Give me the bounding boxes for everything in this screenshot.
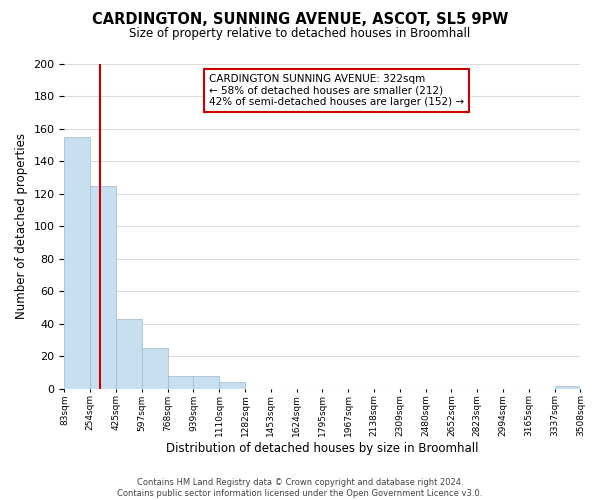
Text: CARDINGTON SUNNING AVENUE: 322sqm
← 58% of detached houses are smaller (212)
42%: CARDINGTON SUNNING AVENUE: 322sqm ← 58% … bbox=[209, 74, 464, 107]
Bar bbox=[64, 137, 90, 389]
Bar bbox=[193, 376, 219, 389]
Bar bbox=[167, 376, 193, 389]
Text: Size of property relative to detached houses in Broomhall: Size of property relative to detached ho… bbox=[130, 28, 470, 40]
Bar bbox=[116, 319, 142, 389]
Text: CARDINGTON, SUNNING AVENUE, ASCOT, SL5 9PW: CARDINGTON, SUNNING AVENUE, ASCOT, SL5 9… bbox=[92, 12, 508, 28]
Y-axis label: Number of detached properties: Number of detached properties bbox=[15, 134, 28, 320]
Bar bbox=[219, 382, 245, 389]
Bar bbox=[554, 386, 580, 389]
Bar bbox=[90, 186, 116, 389]
Bar bbox=[142, 348, 167, 389]
X-axis label: Distribution of detached houses by size in Broomhall: Distribution of detached houses by size … bbox=[166, 442, 479, 455]
Text: Contains HM Land Registry data © Crown copyright and database right 2024.
Contai: Contains HM Land Registry data © Crown c… bbox=[118, 478, 482, 498]
